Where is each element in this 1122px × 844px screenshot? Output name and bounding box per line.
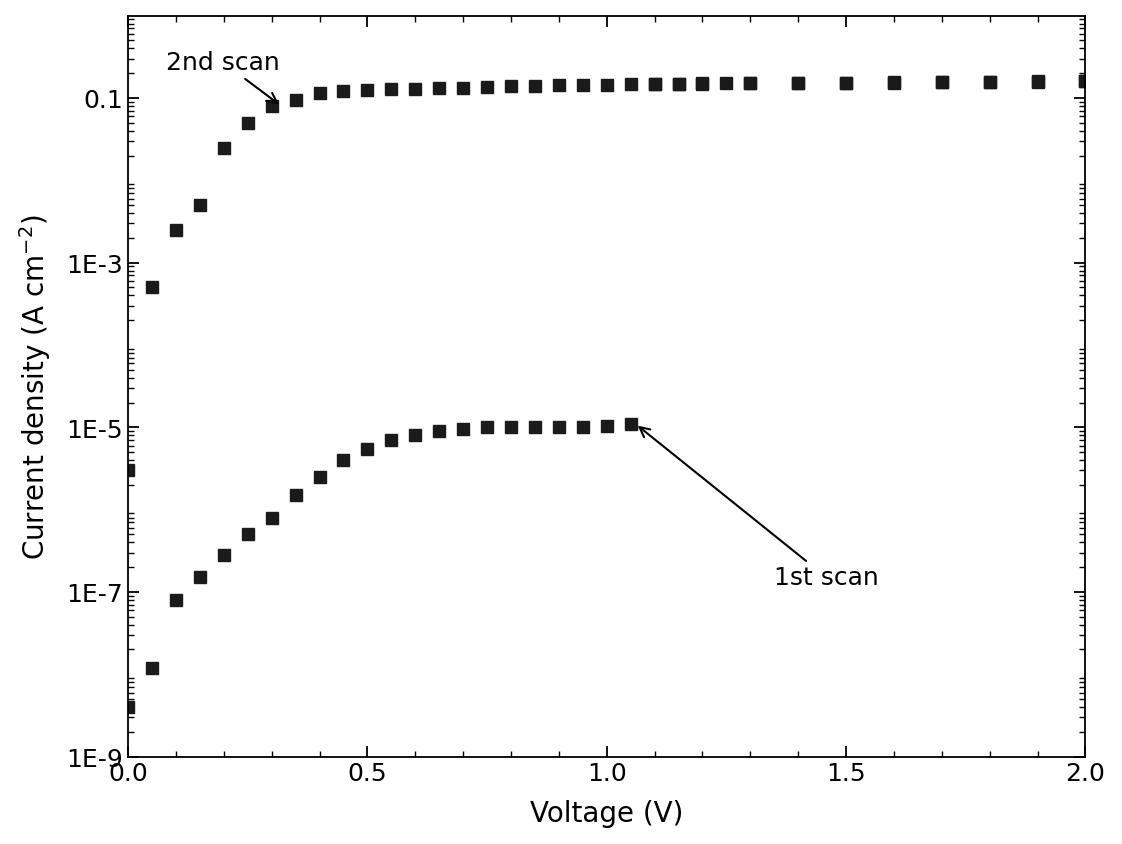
X-axis label: Voltage (V): Voltage (V)	[530, 799, 683, 827]
Y-axis label: Current density (A cm$^{-2}$): Current density (A cm$^{-2}$)	[17, 214, 53, 560]
Text: 2nd scan: 2nd scan	[166, 51, 280, 104]
Text: 1st scan: 1st scan	[640, 428, 879, 590]
